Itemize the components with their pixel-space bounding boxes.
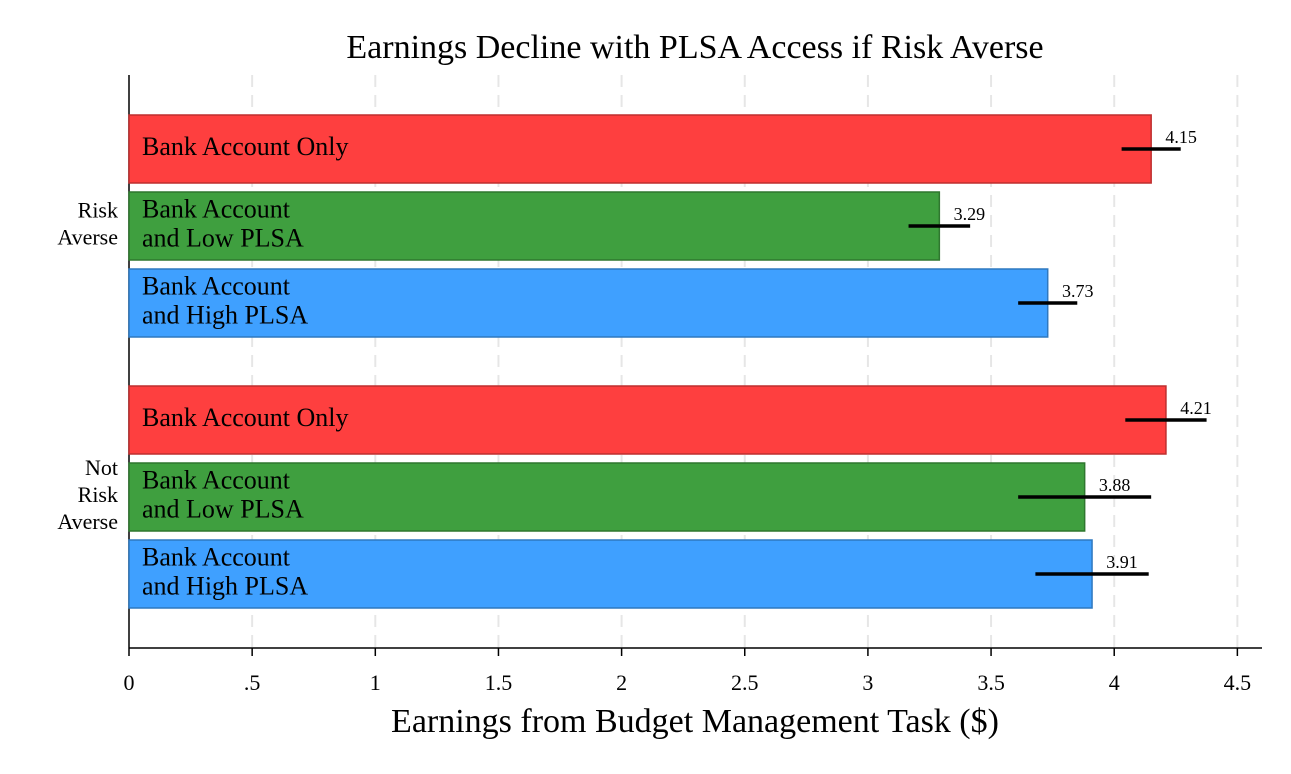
x-tick-label: 3.5 (977, 670, 1005, 695)
y-tick-label: Risk Averse (57, 198, 118, 250)
x-tick-label: 4.5 (1224, 670, 1252, 695)
x-tick-label: 1 (370, 670, 381, 695)
bar (128, 462, 1086, 532)
value-label: 4.21 (1180, 398, 1212, 418)
x-tick-label: 1.5 (485, 670, 513, 695)
bar (128, 385, 1167, 455)
value-label: 3.73 (1062, 281, 1094, 301)
bar-series-label: Bank Account and Low PLSA (142, 194, 304, 252)
x-tick-label: 2 (616, 670, 627, 695)
bar-series-label: Bank Account and High PLSA (142, 542, 308, 600)
bar-series-label: Bank Account and High PLSA (142, 271, 308, 329)
value-label: 4.15 (1165, 127, 1197, 147)
bar-series-label: Bank Account Only (142, 403, 349, 432)
x-tick-label: .5 (244, 670, 261, 695)
x-axis-title: Earnings from Budget Management Task ($) (391, 703, 999, 740)
bar (128, 268, 1049, 338)
bar (128, 191, 941, 261)
bar (128, 539, 1093, 609)
bar-series-label: Bank Account Only (142, 132, 349, 161)
value-label: 3.88 (1099, 475, 1131, 495)
chart-title: Earnings Decline with PLSA Access if Ris… (346, 29, 1043, 66)
bar (128, 114, 1152, 184)
value-label: 3.29 (954, 204, 986, 224)
x-tick-label: 4 (1109, 670, 1120, 695)
x-tick-label: 2.5 (731, 670, 759, 695)
x-tick-label: 3 (862, 670, 873, 695)
value-label: 3.91 (1106, 552, 1138, 572)
x-tick-label: 0 (124, 670, 135, 695)
bar-series-label: Bank Account and Low PLSA (142, 465, 304, 523)
y-tick-label: Not Risk Averse (57, 455, 118, 534)
